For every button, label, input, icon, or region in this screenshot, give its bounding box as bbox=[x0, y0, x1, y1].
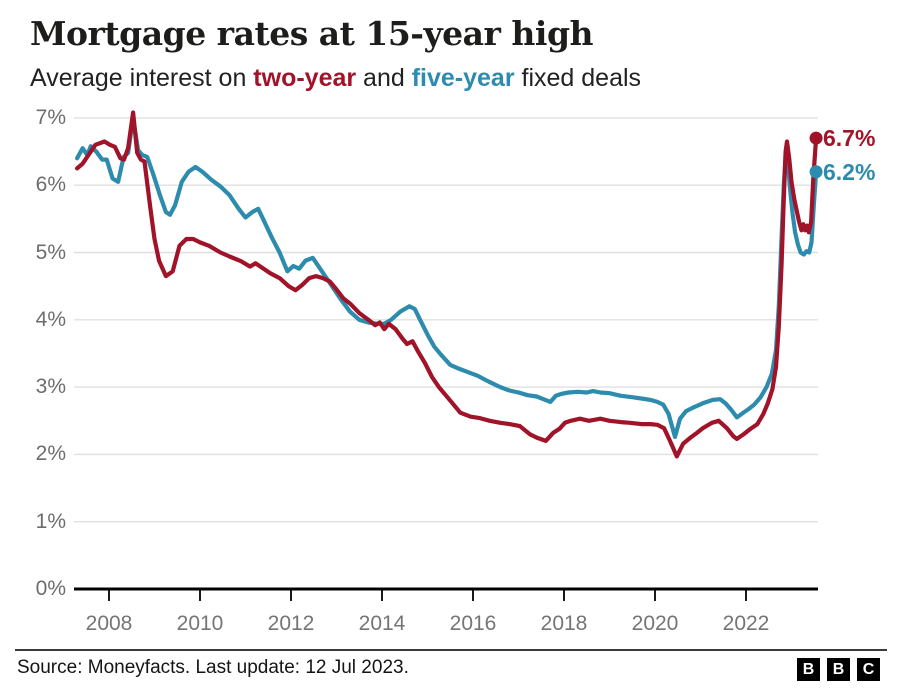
x-axis-label-2014: 2014 bbox=[358, 612, 406, 635]
y-axis-label-7pct: 7% bbox=[35, 105, 66, 129]
chart-title: Mortgage rates at 15-year high bbox=[30, 14, 594, 53]
x-axis-label-2010: 2010 bbox=[176, 612, 224, 635]
footer-divider bbox=[15, 649, 887, 651]
bbc-logo-letter: C bbox=[857, 658, 880, 681]
end-dot-five-year bbox=[809, 165, 823, 179]
source-caption: Source: Moneyfacts. Last update: 12 Jul … bbox=[17, 657, 409, 678]
end-dot-two-year bbox=[809, 131, 823, 145]
y-axis-label-2pct: 2% bbox=[35, 442, 66, 466]
chart-subtitle: Average interest on two-year and five-ye… bbox=[30, 64, 641, 93]
bbc-logo-letter: B bbox=[797, 658, 820, 681]
x-axis-label-2018: 2018 bbox=[540, 612, 588, 635]
legend-five-year: five-year bbox=[411, 64, 515, 92]
end-label-two-year: 6.7% bbox=[823, 125, 876, 152]
x-axis-label-2012: 2012 bbox=[267, 612, 315, 635]
subtitle-prefix: Average interest on bbox=[30, 64, 254, 92]
x-axis-label-2022: 2022 bbox=[722, 612, 770, 635]
y-axis-label-6pct: 6% bbox=[35, 173, 66, 197]
y-axis-label-5pct: 5% bbox=[35, 240, 66, 264]
x-axis-label-2020: 2020 bbox=[631, 612, 679, 635]
subtitle-mid: and bbox=[356, 64, 412, 92]
bbc-logo: B B C bbox=[797, 658, 880, 681]
line-two-year bbox=[74, 110, 819, 459]
legend-two-year: two-year bbox=[253, 64, 357, 92]
x-axis-label-2016: 2016 bbox=[449, 612, 497, 635]
y-axis-label-3pct: 3% bbox=[35, 375, 66, 399]
subtitle-suffix: fixed deals bbox=[514, 64, 642, 92]
y-axis-label-0pct: 0% bbox=[35, 577, 66, 600]
bbc-logo-letter: B bbox=[827, 658, 850, 681]
y-axis-label-4pct: 4% bbox=[35, 307, 66, 331]
line-five-year bbox=[74, 115, 819, 439]
end-label-five-year: 6.2% bbox=[823, 158, 876, 185]
y-axis-label-1pct: 1% bbox=[35, 509, 66, 533]
x-axis-label-2008: 2008 bbox=[85, 612, 133, 635]
